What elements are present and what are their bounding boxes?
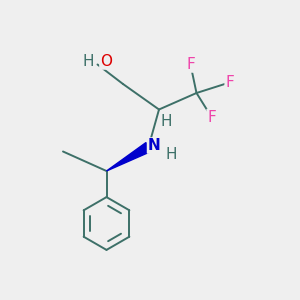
Text: H: H (82, 54, 94, 69)
Text: F: F (207, 110, 216, 124)
Text: F: F (225, 75, 234, 90)
Text: O: O (100, 54, 112, 69)
Polygon shape (106, 142, 151, 171)
Text: H: H (165, 147, 177, 162)
Text: H: H (161, 114, 172, 129)
Text: F: F (186, 57, 195, 72)
Text: N: N (148, 138, 160, 153)
